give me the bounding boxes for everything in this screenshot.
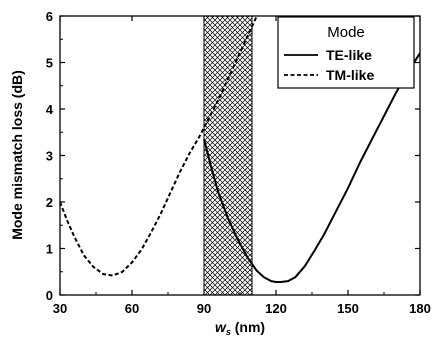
y-tick-label: 1 (46, 242, 53, 257)
x-tick-label: 150 (337, 301, 359, 316)
legend: Mode TE-like TM-like (277, 16, 415, 89)
legend-label-tm: TM-like (326, 67, 374, 83)
x-tick-label: 180 (409, 301, 431, 316)
x-axis: 30 60 90 120 150 180 (53, 16, 431, 316)
x-axis-title-subscript: s (226, 327, 231, 337)
series-line-te-like (203, 52, 420, 283)
y-axis: 0 1 2 3 4 5 6 (46, 9, 420, 303)
y-tick-label: 5 (46, 56, 53, 71)
y-tick-label: 3 (46, 149, 53, 164)
legend-box (277, 16, 415, 89)
y-axis-title: Mode mismatch loss (dB) (9, 70, 25, 240)
x-axis-title-unit: (nm) (231, 319, 265, 335)
series-line-tm-like (60, 16, 258, 277)
x-axis-title-variable: w (215, 319, 227, 335)
y-tick-label: 2 (46, 195, 53, 210)
x-tick-label: 120 (265, 301, 287, 316)
y-tick-label: 4 (46, 102, 54, 117)
y-tick-label: 0 (46, 288, 53, 303)
legend-title: Mode (327, 24, 365, 41)
shaded-region-layer (203, 15, 253, 296)
x-tick-label: 90 (197, 301, 211, 316)
x-tick-label: 30 (53, 301, 67, 316)
x-axis-title: ws (nm) (215, 319, 265, 337)
legend-label-te: TE-like (326, 47, 372, 63)
series-layer (60, 16, 420, 283)
shaded-region (203, 15, 253, 296)
x-tick-label: 60 (125, 301, 139, 316)
y-tick-label: 6 (46, 9, 53, 24)
